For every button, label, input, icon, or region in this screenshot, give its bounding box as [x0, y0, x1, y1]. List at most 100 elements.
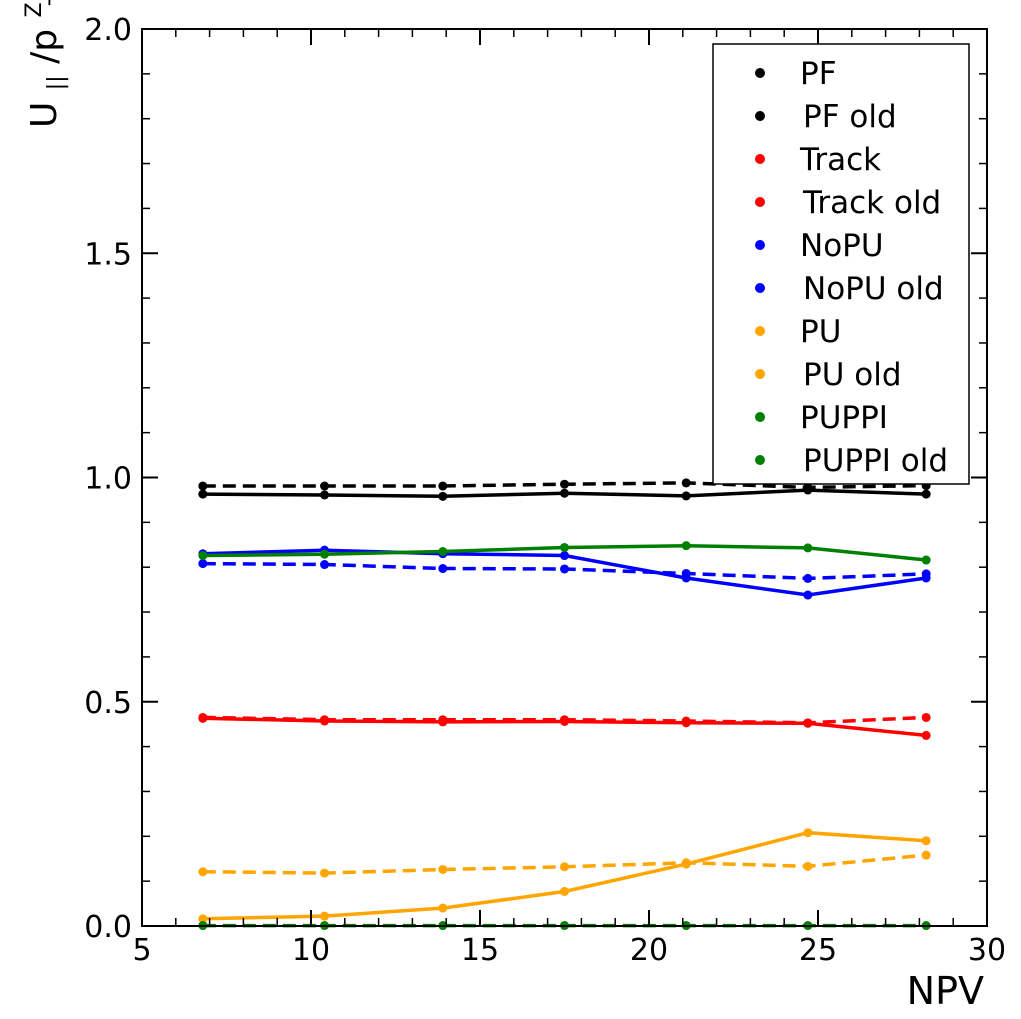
data-point [681, 716, 691, 726]
data-point [198, 551, 208, 561]
data-point [921, 489, 931, 499]
legend-marker [755, 154, 765, 164]
legend-entry: Track old [755, 185, 941, 221]
legend-label: PUPPI [800, 400, 888, 436]
data-point [320, 549, 330, 559]
x-tick-label: 20 [630, 933, 668, 968]
data-point [681, 478, 691, 488]
legend-entry: Track [755, 142, 881, 178]
legend-label: Track old [802, 185, 941, 221]
data-point [921, 730, 931, 740]
data-point [320, 911, 330, 921]
x-axis-title: NPV [907, 969, 984, 1013]
data-point [438, 564, 448, 574]
data-point [803, 828, 813, 838]
legend-marker [755, 197, 765, 207]
legend-label: NoPU [800, 228, 884, 264]
legend-marker [755, 68, 765, 78]
y-axis-title: U || /p Z T [9, 0, 72, 128]
x-tick-label: 25 [799, 933, 837, 968]
y-axis-title-sub: || [44, 75, 69, 90]
legend-marker [755, 326, 765, 336]
legend-label: NoPU old [803, 271, 944, 307]
legend: PF PF old Track Track old NoPU NoPU old PU PU o… [712, 43, 970, 485]
y-tick-label: 2.0 [84, 13, 132, 48]
legend-label: PU [800, 314, 841, 350]
legend-entry: PF old [755, 99, 897, 135]
series-line [202, 830, 927, 921]
data-point [320, 481, 330, 491]
data-point [198, 481, 208, 491]
legend-label: PF [800, 56, 837, 92]
data-point [681, 858, 691, 868]
data-point [803, 543, 813, 553]
data-point [560, 479, 569, 489]
data-point [438, 491, 448, 501]
data-point [438, 864, 448, 874]
data-point [560, 886, 569, 896]
legend-marker [755, 111, 765, 121]
legend-entry: NoPU [755, 228, 884, 264]
data-point [560, 564, 569, 574]
data-point [560, 862, 569, 872]
tick-layer: 5 10 15 20 25 30 0.0 0.5 1.0 1.5 2.0 [84, 13, 1006, 968]
series-6 [198, 828, 931, 924]
data-point [921, 569, 931, 579]
data-point [803, 718, 813, 728]
data-point [803, 861, 813, 871]
y-tick-label: 1.0 [84, 462, 132, 497]
legend-label: PF old [803, 99, 897, 135]
legend-marker [755, 240, 765, 250]
data-point [560, 488, 569, 498]
data-point [803, 573, 813, 583]
data-point [198, 559, 208, 569]
series-5 [198, 559, 931, 583]
x-tick-label: 10 [292, 933, 330, 968]
data-point [438, 481, 448, 491]
data-point [320, 715, 330, 725]
data-point [681, 568, 691, 578]
legend-entry: NoPU old [755, 271, 944, 307]
data-point [320, 560, 330, 570]
legend-entry: PU [755, 314, 841, 350]
data-point [198, 489, 208, 499]
x-tick-label: 30 [968, 933, 1006, 968]
series-3 [198, 712, 931, 728]
legend-label: Track [799, 142, 881, 178]
y-axis-title-mid: /p [24, 29, 65, 64]
legend-marker [755, 412, 765, 422]
data-point [921, 555, 931, 565]
y-tick-label: 0.0 [84, 910, 132, 945]
x-tick-label: 5 [132, 933, 151, 968]
data-point [438, 547, 448, 557]
legend-marker [755, 369, 765, 379]
legend-label: PU old [803, 357, 902, 393]
data-point [921, 850, 931, 860]
data-point [320, 868, 330, 878]
series-7 [198, 850, 931, 878]
y-tick-label: 0.5 [84, 686, 132, 721]
data-point [921, 712, 931, 722]
y-axis-title-main: U [24, 102, 65, 128]
data-point [198, 867, 208, 877]
y-tick-label: 1.5 [84, 237, 132, 272]
legend-label: PUPPI old [803, 443, 948, 479]
data-point [921, 836, 931, 846]
data-point [198, 914, 208, 924]
series-8 [198, 541, 931, 565]
x-tick-label: 15 [461, 933, 499, 968]
legend-entry: PU old [755, 357, 902, 393]
y-axis-title-sub2: T [46, 0, 71, 6]
data-point [438, 715, 448, 725]
data-point [681, 491, 691, 501]
data-point [320, 490, 330, 500]
data-point [681, 541, 691, 551]
series-layer [198, 478, 931, 931]
legend-entry: PUPPI old [755, 443, 948, 479]
legend-entry: PUPPI [755, 400, 888, 436]
data-point [198, 712, 208, 722]
data-point [560, 551, 569, 561]
legend-entry: PF [755, 56, 837, 92]
data-point [803, 482, 813, 492]
